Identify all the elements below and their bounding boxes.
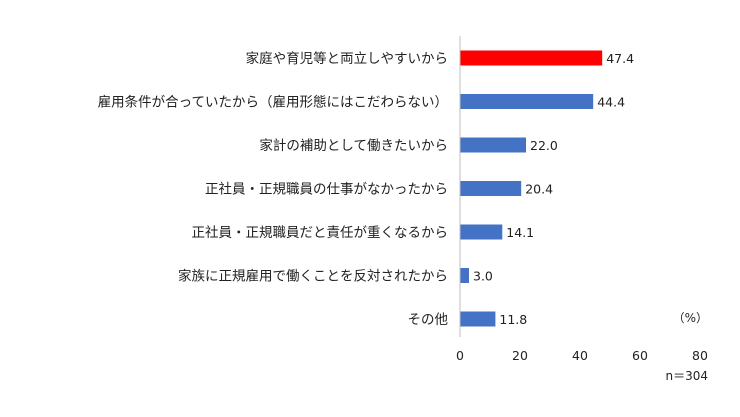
value-label: 47.4 [606, 51, 634, 66]
value-label: 20.4 [525, 182, 553, 197]
category-label: 家計の補助として働きたいから [259, 137, 448, 154]
category-labels: 家庭や育児等と両立しやすいから雇用条件が合っていたから（雇用形態にはこだわらない… [98, 50, 448, 328]
value-label: 3.0 [473, 269, 493, 284]
category-label: 雇用条件が合っていたから（雇用形態にはこだわらない） [98, 94, 448, 111]
bar [460, 268, 469, 283]
category-label: 家族に正規雇用で働くことを反対されたから [178, 268, 448, 285]
unit-label: （%） [673, 311, 708, 325]
x-tick-label: 0 [456, 348, 464, 363]
x-tick-label: 20 [512, 348, 528, 363]
category-label: その他 [408, 312, 449, 328]
x-tick-label: 60 [632, 348, 648, 363]
x-tick-label: 40 [572, 348, 588, 363]
sample-size-note: n＝304 [665, 369, 708, 383]
value-label: 11.8 [499, 312, 527, 327]
value-labels: 47.4 44.4 22.0 20.4 14.1 3.0 11.8 [473, 51, 634, 327]
bar [460, 137, 526, 153]
bar [460, 94, 594, 109]
value-label: 44.4 [597, 95, 625, 110]
bar [460, 181, 522, 196]
category-label: 正社員・正規職員だと責任が重くなるから [192, 225, 449, 241]
bar [460, 224, 503, 240]
value-label: 22.0 [530, 138, 558, 153]
bar [460, 50, 603, 66]
bar [460, 311, 496, 327]
bars [460, 50, 603, 327]
value-label: 14.1 [506, 225, 534, 240]
x-tick-labels: 0 20 40 60 80 [456, 348, 708, 363]
x-tick-label: 80 [692, 348, 708, 363]
category-label: 正社員・正規職員の仕事がなかったから [205, 182, 448, 198]
category-label: 家庭や育児等と両立しやすいから [246, 50, 448, 67]
